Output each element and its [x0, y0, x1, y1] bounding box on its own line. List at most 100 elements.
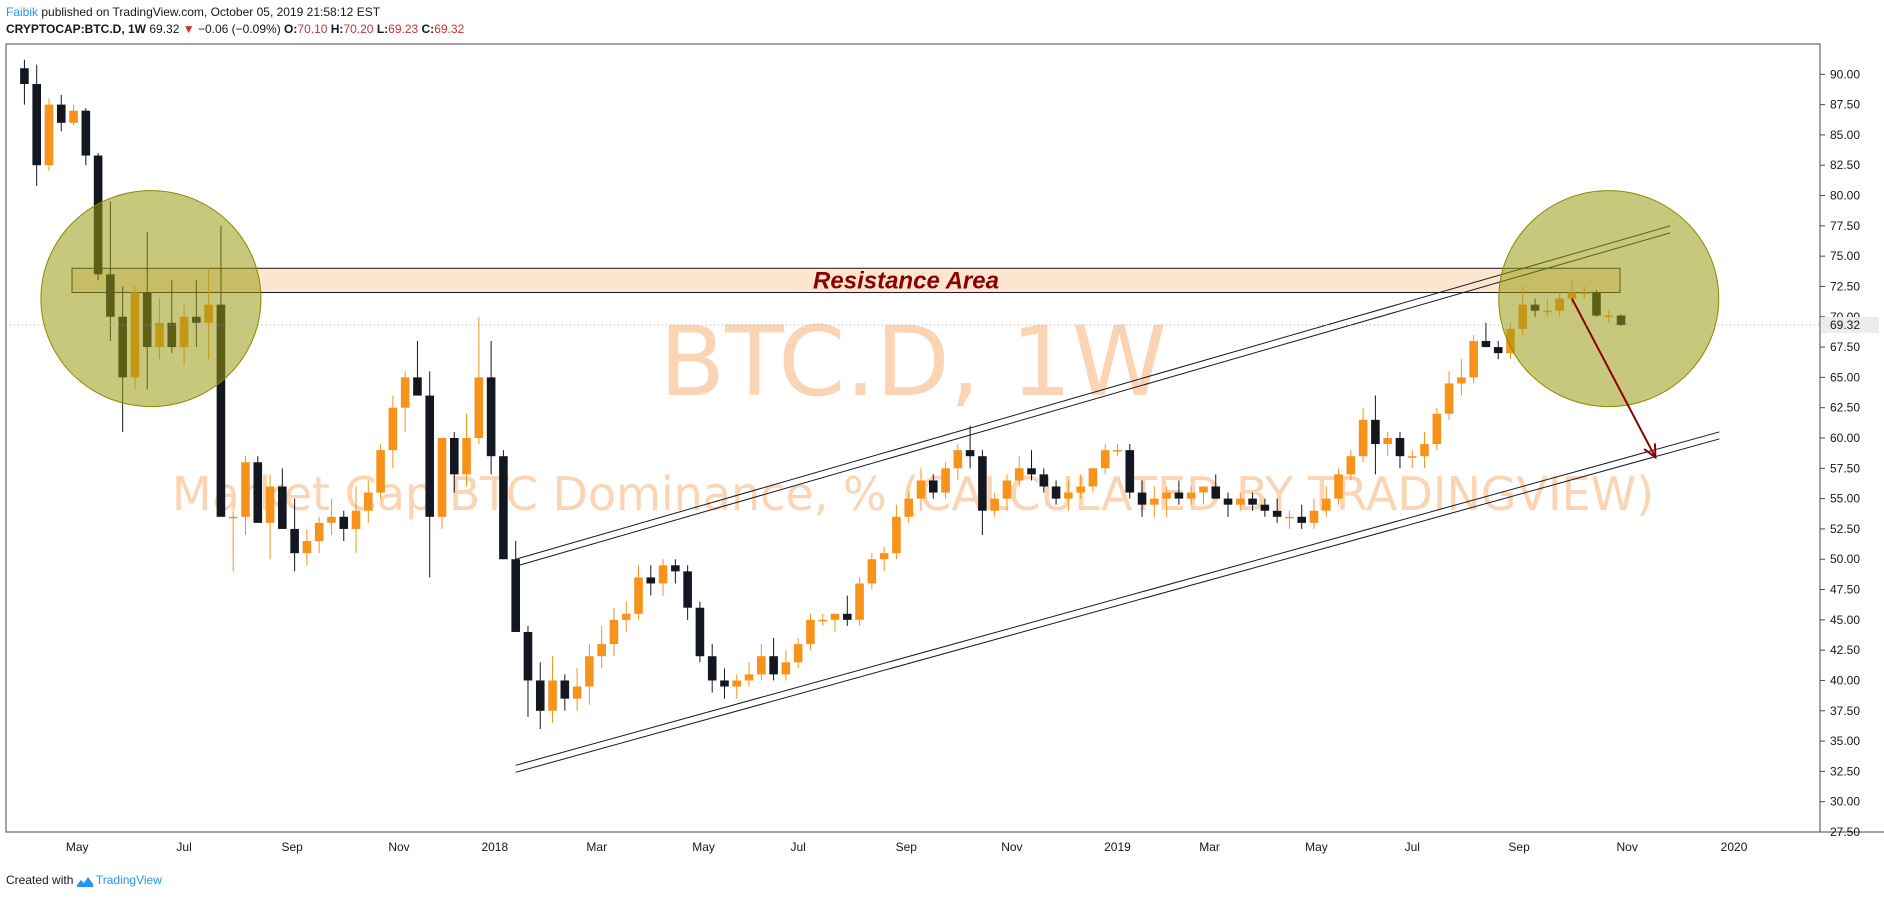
candle-body [1358, 419, 1368, 457]
candle [695, 601, 705, 663]
y-tick-label: 57.50 [1830, 461, 1860, 475]
candle-body [1100, 450, 1110, 469]
candle-body [720, 680, 729, 687]
candle [1334, 468, 1343, 505]
candle [830, 613, 840, 632]
x-tick-label: May [692, 840, 715, 854]
chart-header: Faibik published on TradingView.com, Oct… [6, 4, 464, 38]
candle-body [609, 619, 619, 645]
candle-body [1137, 492, 1147, 505]
candle [535, 662, 545, 729]
candle [585, 644, 594, 705]
candle-body [228, 516, 238, 519]
y-tick-label: 32.50 [1830, 764, 1860, 778]
candle-body [806, 619, 815, 645]
y-tick-label: 42.50 [1830, 643, 1860, 657]
candle [1346, 450, 1356, 481]
candle-body [523, 631, 533, 681]
candle-body [535, 680, 545, 711]
candle [646, 565, 656, 596]
candle [278, 468, 287, 529]
published-text: published on TradingView.com, October 05… [41, 5, 381, 19]
candle [1150, 486, 1159, 517]
channel-lower-line-outer [515, 431, 1720, 766]
high-label: H: [330, 22, 344, 36]
candle-body [1432, 413, 1442, 445]
down-arrow-icon: ▼ [182, 22, 195, 36]
candle [916, 468, 926, 511]
candle [720, 668, 729, 699]
candle-body [892, 516, 901, 554]
candle [1236, 492, 1245, 511]
candle [228, 510, 238, 572]
candle [744, 662, 754, 687]
candle-body [265, 486, 275, 523]
candle [81, 108, 91, 166]
tradingview-link[interactable]: TradingView [95, 873, 162, 887]
candle [683, 565, 692, 620]
candle-body [928, 480, 938, 493]
candle-body [1321, 498, 1331, 511]
x-tick-label: Jul [176, 840, 191, 854]
candle [867, 553, 877, 590]
candle-body [56, 104, 66, 123]
candle [1457, 359, 1466, 396]
candle [1088, 468, 1098, 493]
candle-body [904, 498, 913, 517]
y-tick-label: 82.50 [1830, 158, 1860, 172]
candle-body [1088, 468, 1098, 487]
candle-body [1150, 498, 1159, 505]
candle-body [1481, 341, 1491, 348]
candle [1113, 444, 1122, 457]
candle [548, 656, 557, 723]
candle-body [462, 438, 471, 475]
x-tick-label: Nov [1617, 840, 1638, 854]
candle [499, 450, 508, 560]
candle [1444, 371, 1454, 420]
candle [523, 625, 533, 717]
candle [879, 547, 889, 572]
candle-body [1064, 492, 1073, 499]
x-tick-label: May [66, 840, 89, 854]
last-price-label: 69.32 [1830, 318, 1860, 332]
open-label: O: [284, 22, 298, 36]
candle-body [1039, 474, 1049, 487]
x-tick-label: Nov [388, 840, 409, 854]
y-tick-label: 45.00 [1830, 613, 1860, 627]
candle-body [1113, 450, 1122, 452]
candle [769, 638, 778, 681]
x-tick-label: Jul [790, 840, 805, 854]
candle-body [449, 438, 459, 475]
candle [364, 480, 373, 523]
candle [609, 607, 619, 657]
candle-body [1469, 341, 1478, 378]
y-tick-label: 67.50 [1830, 340, 1860, 354]
candle-body [683, 571, 692, 608]
candle [1064, 480, 1073, 511]
candle-body [990, 498, 999, 511]
candle [1137, 480, 1147, 517]
x-tick-label: Mar [1199, 840, 1220, 854]
candle-body [1420, 444, 1429, 457]
x-tick-label: Sep [281, 840, 303, 854]
candle-body [278, 486, 287, 529]
candle [69, 104, 78, 126]
candle-body [585, 656, 594, 687]
candle [1420, 431, 1429, 469]
candle [1027, 450, 1036, 481]
candle [413, 341, 422, 396]
candle-body [732, 680, 742, 687]
author-link[interactable]: Faibik [6, 5, 39, 19]
candle [1186, 486, 1196, 505]
candle [437, 438, 447, 529]
candle-body [1309, 510, 1319, 523]
candle-body [953, 450, 963, 469]
candle [388, 395, 398, 469]
low-value: 69.23 [388, 22, 419, 36]
candle [314, 516, 324, 554]
candle-body [1051, 486, 1061, 499]
candle [511, 541, 520, 632]
candle-body [597, 644, 606, 657]
candle-body [1236, 498, 1245, 505]
